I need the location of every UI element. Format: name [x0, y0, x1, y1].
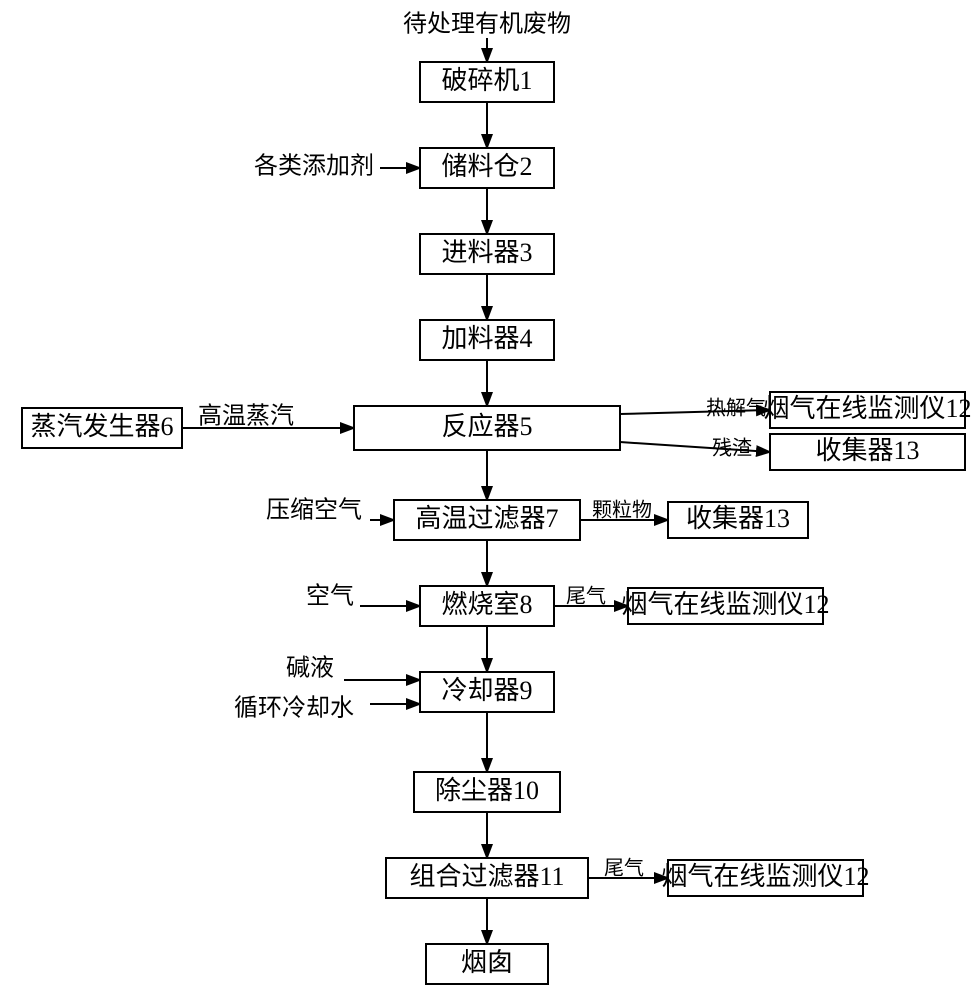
crusher-label: 破碎机1	[441, 66, 532, 95]
chimney-label: 烟囱	[461, 948, 513, 977]
ht_filter: 高温过滤器7	[394, 500, 580, 540]
alkali_label: 碱液	[286, 655, 334, 682]
feeder: 进料器3	[420, 234, 554, 274]
coolwater_label: 循环冷却水	[234, 695, 354, 722]
monitor_a: 烟气在线监测仪12	[763, 392, 971, 428]
air_label: 空气	[306, 583, 354, 610]
storage-label: 储料仓2	[441, 152, 532, 181]
cooler: 冷却器9	[420, 672, 554, 712]
monitor_b-label: 烟气在线监测仪12	[621, 590, 829, 619]
additives_label: 各类添加剂	[254, 153, 374, 180]
ht_filter-label: 高温过滤器7	[415, 504, 558, 533]
tail_b_label: 尾气	[604, 857, 644, 880]
pyro_label: 热解气	[706, 397, 766, 420]
steam_gen-label: 蒸汽发生器6	[30, 412, 173, 441]
reactor-label: 反应器5	[441, 412, 532, 441]
storage: 储料仓2	[420, 148, 554, 188]
combustor-label: 燃烧室8	[441, 590, 532, 619]
feeder-label: 进料器3	[441, 238, 532, 267]
comp_air_label: 压缩空气	[266, 497, 362, 524]
steam_label: 高温蒸汽	[198, 403, 294, 430]
comb_filter: 组合过滤器11	[386, 858, 588, 898]
tail_a_label: 尾气	[566, 585, 606, 608]
combustor: 燃烧室8	[420, 586, 554, 626]
collector_b: 收集器13	[668, 502, 808, 538]
particle_label: 颗粒物	[592, 499, 652, 522]
collector_a-label: 收集器13	[815, 436, 919, 465]
monitor_c-label: 烟气在线监测仪12	[661, 862, 869, 891]
monitor_a-label: 烟气在线监测仪12	[763, 394, 971, 423]
monitor_c: 烟气在线监测仪12	[661, 860, 869, 896]
monitor_b: 烟气在线监测仪12	[621, 588, 829, 624]
start_label: 待处理有机废物	[403, 11, 571, 38]
residue_label: 残渣	[712, 437, 752, 460]
collector_b-label: 收集器13	[686, 504, 790, 533]
reactor: 反应器5	[354, 406, 620, 450]
loader-label: 加料器4	[441, 324, 532, 353]
crusher: 破碎机1	[420, 62, 554, 102]
loader: 加料器4	[420, 320, 554, 360]
chimney: 烟囱	[426, 944, 548, 984]
steam_gen: 蒸汽发生器6	[22, 408, 182, 448]
flowchart-diagram: 待处理有机废物破碎机1 储料仓2 各类添加剂进料器3 加料器4 反应器5 蒸汽发生器6 高温…	[0, 0, 973, 1000]
deduster-label: 除尘器10	[435, 776, 539, 805]
comb_filter-label: 组合过滤器11	[409, 862, 564, 891]
cooler-label: 冷却器9	[441, 676, 532, 705]
deduster: 除尘器10	[414, 772, 560, 812]
collector_a: 收集器13	[770, 434, 965, 470]
